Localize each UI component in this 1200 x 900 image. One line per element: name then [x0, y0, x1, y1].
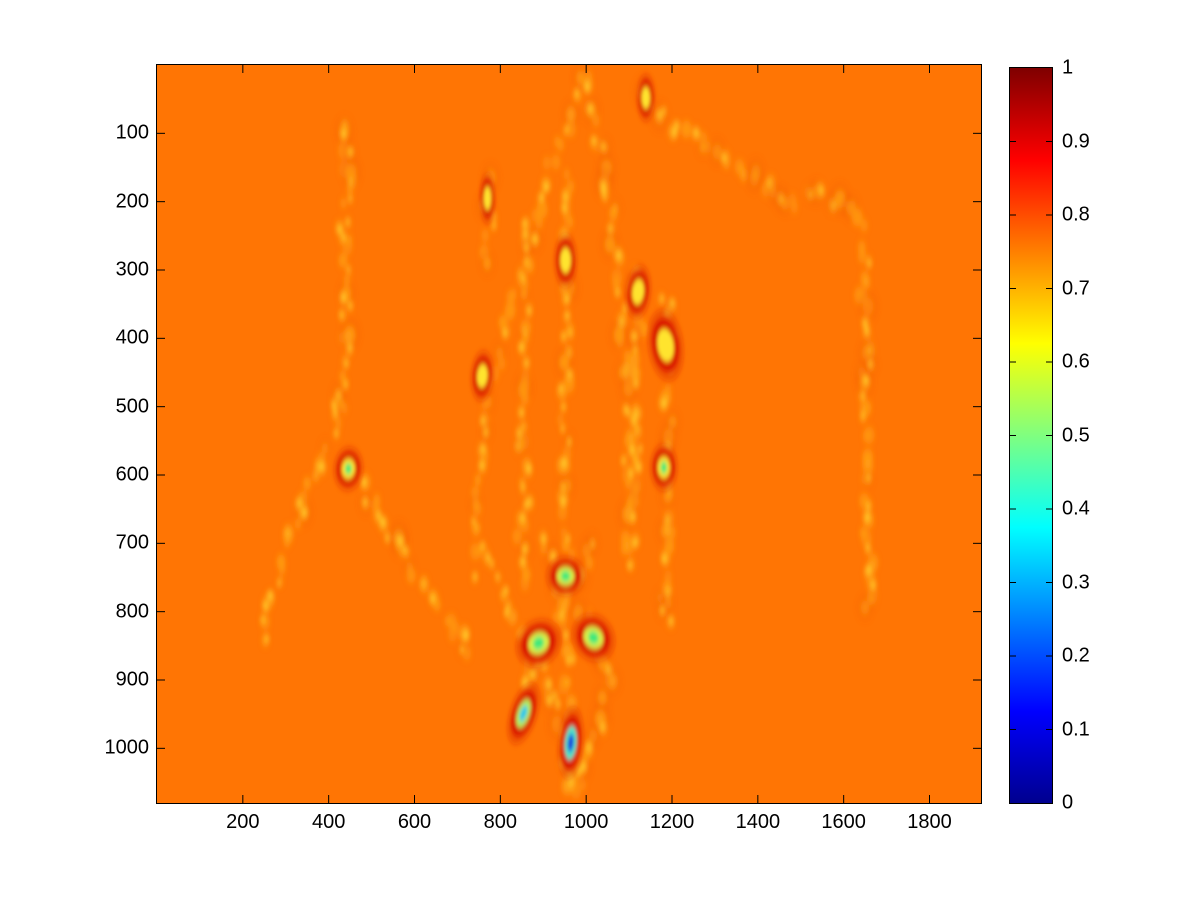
colorbar-tick-label: 0.8	[1062, 203, 1090, 226]
y-tick-label: 500	[115, 395, 149, 418]
trail-left-upper	[330, 116, 362, 421]
y-tick-label: 600	[115, 463, 149, 486]
y-tick-label: 100	[115, 121, 149, 144]
heatmap-image	[157, 65, 981, 803]
x-tick-label: 600	[397, 811, 432, 833]
hotspot	[507, 682, 540, 745]
colorbar-tick-label: 0.1	[1062, 718, 1090, 740]
x-tick-label: 800	[483, 811, 518, 833]
x-tick-label: 1200	[649, 811, 695, 833]
y-tick-label: 1000	[104, 736, 150, 759]
x-tick-label: 400	[311, 811, 346, 833]
hotspot	[333, 446, 364, 492]
trail-green-blob-trail	[344, 461, 472, 661]
hotspot	[557, 706, 584, 780]
hotspot	[636, 73, 656, 122]
heatmap-plot-area	[156, 64, 982, 804]
colorbar-tick-label: 0.7	[1062, 277, 1090, 299]
y-tick-label: 900	[115, 668, 149, 691]
colorbar-tick-label: 0.5	[1062, 424, 1090, 446]
colorbar-tick-label: 0.9	[1062, 130, 1090, 152]
trail-bottom-right-diag	[570, 643, 622, 800]
colorbar-tick-label: 1	[1062, 56, 1074, 79]
trail-spine-left	[512, 216, 535, 591]
trail-right-vertical	[854, 240, 879, 621]
hotspot	[571, 613, 616, 663]
trail-left-lower	[259, 402, 349, 647]
y-tick-label: 200	[115, 190, 149, 213]
x-tick-label: 1400	[735, 811, 781, 833]
x-tick-label: 200	[226, 811, 260, 833]
hotspot	[624, 264, 652, 320]
x-tick-label: 1800	[907, 811, 952, 833]
colorbar-tick-label: 0.6	[1062, 350, 1090, 373]
hotspots-layer	[333, 73, 684, 780]
hotspot	[470, 350, 495, 402]
colorbar-tick-label: 0.2	[1062, 644, 1090, 667]
hotspot	[515, 618, 562, 668]
hotspot	[545, 555, 586, 597]
colorbar-tick-label: 0.4	[1062, 497, 1090, 520]
x-tick-label: 1600	[821, 811, 866, 833]
colorbar-tick-label: 0.3	[1062, 571, 1090, 593]
y-tick-label: 400	[115, 326, 149, 349]
y-tick-label: 300	[115, 258, 149, 281]
hotspot	[647, 309, 684, 382]
hotspot	[479, 172, 496, 225]
colorbar	[1009, 67, 1053, 804]
y-tick-label: 700	[115, 531, 149, 554]
y-tick-label: 800	[115, 600, 149, 623]
x-tick-label: 1000	[563, 811, 609, 833]
colorbar-tick-label: 0	[1062, 791, 1074, 814]
hotspot	[649, 443, 678, 492]
hotspot	[553, 232, 578, 289]
